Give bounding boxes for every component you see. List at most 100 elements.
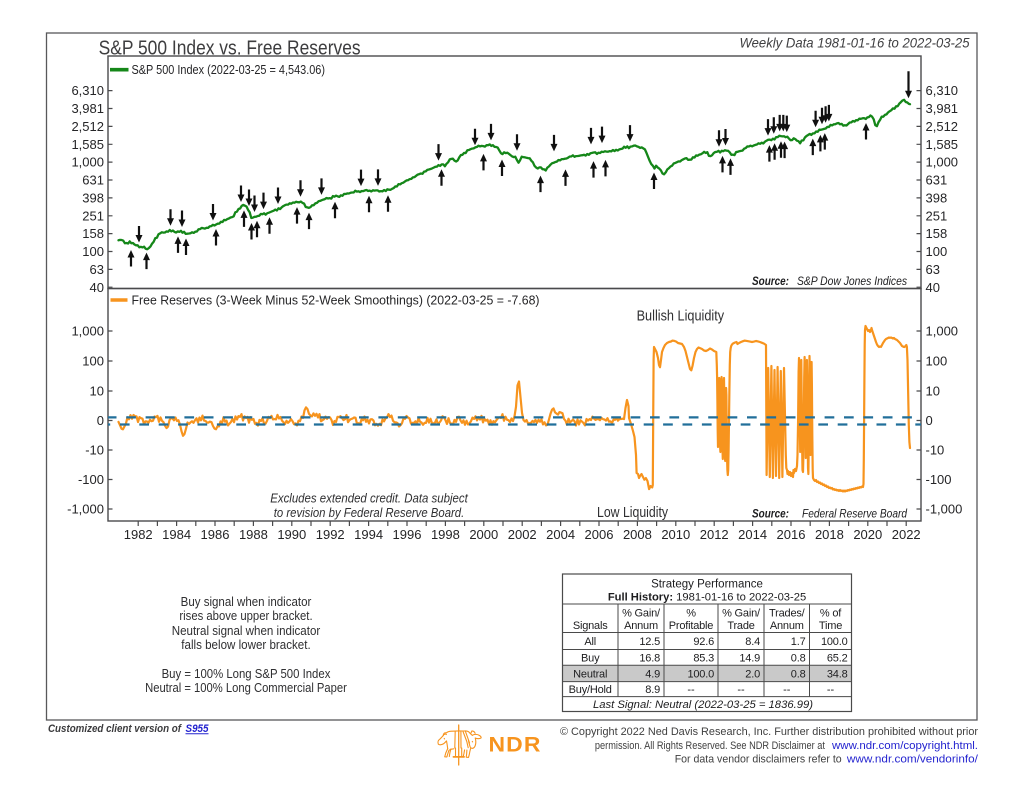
svg-text:0: 0 [97,413,104,428]
svg-text:% Gain/: % Gain/ [722,608,761,620]
svg-text:-10: -10 [926,443,945,458]
svg-text:-1,000: -1,000 [67,502,104,517]
svg-text:Excludes extended credit. Data: Excludes extended credit. Data subject [270,491,469,506]
svg-text:Customized client version of: Customized client version of [48,723,182,735]
svg-text:permission. All Rights Reserve: permission. All Rights Reserved. See NDR… [595,740,825,752]
svg-text:6,310: 6,310 [926,83,959,98]
svg-text:0.8: 0.8 [791,669,806,681]
svg-text:251: 251 [82,208,104,223]
svg-text:S&P Dow Jones Indices: S&P Dow Jones Indices [797,274,907,288]
svg-text:65.2: 65.2 [827,652,848,664]
svg-text:2020: 2020 [853,527,882,542]
svg-text:8.9: 8.9 [645,684,660,696]
svg-text:--: -- [827,684,835,696]
svg-text:100: 100 [926,244,948,259]
svg-text:1,585: 1,585 [926,137,959,152]
svg-text:1994: 1994 [354,527,383,542]
svg-text:251: 251 [926,208,948,223]
svg-text:631: 631 [82,173,104,188]
svg-text:S955: S955 [186,723,210,735]
svg-text:631: 631 [926,173,948,188]
svg-text:Annum: Annum [770,620,804,632]
svg-text:34.8: 34.8 [827,669,848,681]
svg-text:2.0: 2.0 [745,669,760,681]
svg-text:Buy signal when indicator: Buy signal when indicator [181,595,312,609]
svg-text:2006: 2006 [585,527,614,542]
svg-text:NDR: NDR [489,734,542,757]
svg-text:100: 100 [926,354,948,369]
svg-text:2014: 2014 [738,527,767,542]
svg-text:1992: 1992 [316,527,345,542]
svg-text:3,981: 3,981 [71,101,104,116]
svg-text:%: % [686,608,696,620]
svg-text:0.8: 0.8 [791,652,806,664]
svg-text:Neutral = 100% Long Commercial: Neutral = 100% Long Commercial Paper [145,681,347,695]
svg-text:85.3: 85.3 [693,652,714,664]
svg-text:-10: -10 [85,443,104,458]
svg-text:1,000: 1,000 [926,155,959,170]
svg-text:Neutral signal when indicator: Neutral signal when indicator [172,624,321,638]
svg-text:6,310: 6,310 [71,83,104,98]
svg-text:www.ndr.com/copyright.html.: www.ndr.com/copyright.html. [831,740,978,752]
svg-text:Trade: Trade [727,620,754,632]
svg-text:10: 10 [90,384,104,399]
svg-text:to revision by Federal Reserve: to revision by Federal Reserve Board. [274,505,465,520]
svg-text:Weekly Data 1981-01-16 to 2022: Weekly Data 1981-01-16 to 2022-03-25 [740,35,970,51]
svg-text:2022: 2022 [892,527,921,542]
svg-text:100.0: 100.0 [821,636,848,648]
svg-text:Low Liquidity: Low Liquidity [597,505,669,521]
svg-text:1,000: 1,000 [926,324,959,339]
svg-text:rises above upper bracket.: rises above upper bracket. [179,609,312,623]
svg-text:falls below lower bracket.: falls below lower bracket. [181,638,310,652]
svg-text:398: 398 [82,191,104,206]
svg-text:8.4: 8.4 [745,636,760,648]
svg-text:2012: 2012 [700,527,729,542]
svg-text:4.9: 4.9 [645,669,660,681]
svg-text:2016: 2016 [777,527,806,542]
svg-text:398: 398 [926,191,948,206]
svg-text:100: 100 [82,244,104,259]
svg-text:63: 63 [926,262,940,277]
svg-text:Federal Reserve Board: Federal Reserve Board [802,507,907,521]
svg-text:2010: 2010 [661,527,690,542]
svg-text:1.7: 1.7 [791,636,806,648]
svg-text:10: 10 [926,384,940,399]
svg-text:2,512: 2,512 [926,119,959,134]
svg-text:1984: 1984 [162,527,191,542]
svg-text:1990: 1990 [277,527,306,542]
svg-text:2000: 2000 [469,527,498,542]
svg-text:Buy = 100% Long S&P 500 Index: Buy = 100% Long S&P 500 Index [162,667,331,681]
svg-text:16.8: 16.8 [639,652,660,664]
svg-text:158: 158 [926,226,948,241]
svg-text:All: All [584,636,596,648]
svg-text:40: 40 [90,280,104,295]
svg-text:12.5: 12.5 [639,636,660,648]
svg-text:2002: 2002 [508,527,537,542]
svg-text:2008: 2008 [623,527,652,542]
svg-text:Source:: Source: [752,507,789,521]
svg-text:S&P 500 Index vs. Free Reserve: S&P 500 Index vs. Free Reserves [99,38,361,60]
svg-text:Buy: Buy [581,652,600,664]
svg-text:100.0: 100.0 [687,669,714,681]
svg-text:63: 63 [90,262,104,277]
svg-text:Trades/: Trades/ [769,608,806,620]
svg-text:3,981: 3,981 [926,101,959,116]
svg-text:© Copyright 2022 Ned Davis Res: © Copyright 2022 Ned Davis Research, Inc… [560,726,978,738]
svg-text:Buy/Hold: Buy/Hold [569,684,612,696]
svg-text:For data vendor disclaimers re: For data vendor disclaimers refer to [675,754,842,766]
svg-text:1,000: 1,000 [71,155,104,170]
svg-text:Time: Time [819,620,842,632]
svg-text:Last Signal: Neutral (2022-03-: Last Signal: Neutral (2022-03-25 = 1836.… [593,699,813,711]
svg-text:-100: -100 [926,472,952,487]
svg-text:--: -- [737,684,745,696]
svg-text:% Gain/: % Gain/ [622,608,661,620]
svg-text:--: -- [687,684,695,696]
svg-text:100: 100 [82,354,104,369]
svg-text:Strategy Performance: Strategy Performance [651,578,763,590]
svg-text:14.9: 14.9 [739,652,760,664]
svg-text:1996: 1996 [393,527,422,542]
svg-text:1986: 1986 [201,527,230,542]
svg-text:% of: % of [820,608,842,620]
svg-text:2004: 2004 [546,527,575,542]
svg-text:1988: 1988 [239,527,268,542]
